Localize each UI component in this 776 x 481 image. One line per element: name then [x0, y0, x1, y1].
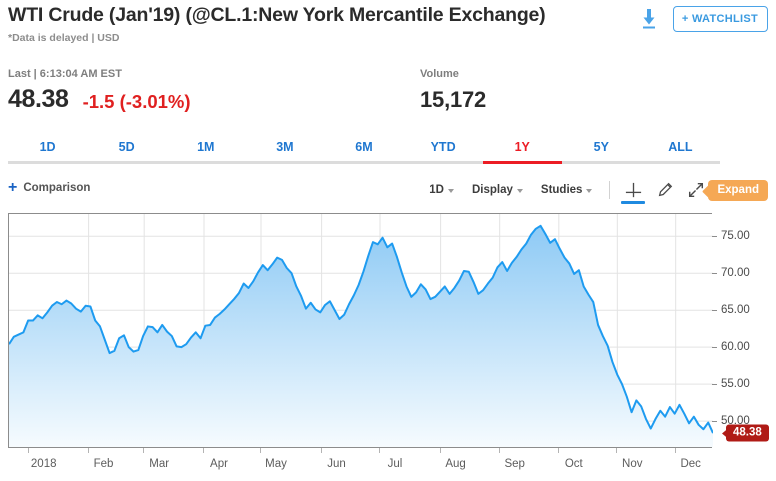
x-axis-tick-mark [557, 448, 559, 453]
toolbar-divider [609, 181, 611, 199]
range-tab-1m[interactable]: 1M [166, 140, 246, 164]
last-price-flag: 48.38 [722, 424, 769, 442]
add-to-watchlist-button[interactable]: + WATCHLIST [672, 6, 768, 32]
chevron-down-icon [516, 189, 523, 193]
y-axis-tick-label: 60.00 [712, 341, 750, 354]
chart-toolbar: + Comparison 1D Display Studies [8, 178, 768, 204]
crosshair-tool-button[interactable] [620, 178, 646, 204]
price-row: 48.38 -1.5 (-3.01%) [8, 87, 191, 112]
x-axis-tick-label: 2018 [30, 458, 57, 470]
x-axis-tick-label: May [265, 458, 287, 470]
expand-arrows-icon [689, 182, 704, 198]
interval-dropdown[interactable]: 1D [420, 181, 463, 199]
price-change: -1.5 (-3.01%) [82, 90, 191, 112]
y-axis-tick-label: 55.00 [712, 378, 750, 391]
y-axis-tick-label: 50.00 [712, 415, 750, 428]
y-axis-tick-label: 75.00 [712, 230, 750, 243]
x-axis-tick-mark [143, 448, 145, 453]
header-actions: + WATCHLIST [639, 6, 768, 32]
expand-tooltip: Expand [708, 179, 768, 201]
x-axis-tick-mark [498, 448, 500, 453]
range-tabs: 1D 5D 1M 3M 6M YTD 1Y 5Y ALL [8, 140, 720, 164]
display-label: Display [471, 184, 513, 196]
chevron-down-icon [447, 189, 454, 193]
volume-value: 15,172 [420, 87, 487, 112]
x-axis-tick-mark [260, 448, 262, 453]
add-comparison-button[interactable]: + Comparison [8, 180, 90, 196]
display-dropdown[interactable]: Display [463, 181, 532, 199]
x-axis-tick-label: Dec [680, 458, 701, 470]
last-trade-label: Last | 6:13:04 AM EST [8, 68, 122, 80]
download-icon[interactable] [639, 8, 659, 30]
pencil-icon [659, 182, 673, 197]
x-axis-tick-label: Jun [327, 458, 346, 470]
price-chart-svg [9, 214, 713, 447]
draw-tool-button[interactable] [652, 178, 678, 202]
x-axis-tick-label: Nov [622, 458, 643, 470]
last-price-block: Last | 6:13:04 AM EST 48.38 -1.5 (-3.01%… [8, 68, 191, 112]
x-axis-tick-mark [27, 448, 29, 453]
range-tab-ytd[interactable]: YTD [403, 140, 483, 164]
quote-header: WTI Crude (Jan'19) (@CL.1:New York Merca… [8, 4, 768, 44]
volume-label: Volume [420, 68, 459, 80]
comparison-label: Comparison [23, 182, 91, 194]
range-tab-6m[interactable]: 6M [324, 140, 404, 164]
x-axis-tick-label: Sep [504, 458, 525, 470]
x-axis-tick-mark [87, 448, 89, 453]
range-tab-1d[interactable]: 1D [8, 140, 88, 164]
x-axis-tick-mark [320, 448, 322, 453]
chart-x-axis: 2018 Feb Mar Apr May Jun Jul Aug Sep Oct Nov Dec [8, 448, 712, 478]
chart-y-axis: 75.00 70.00 65.00 60.00 55.00 50.00 48.38 [712, 213, 776, 448]
studies-dropdown[interactable]: Studies [532, 181, 602, 199]
price-area-fill [9, 225, 713, 447]
price-line [9, 224, 713, 434]
chevron-down-icon [586, 189, 593, 193]
range-tab-5y[interactable]: 5Y [561, 140, 641, 164]
x-axis-tick-label: Feb [93, 458, 114, 470]
x-axis-tick-mark [203, 448, 204, 453]
range-tab-all[interactable]: ALL [640, 140, 720, 164]
x-axis-tick-mark [674, 448, 676, 453]
x-axis-tick-label: Jul [387, 458, 403, 470]
crosshair-icon [625, 182, 642, 197]
volume-block: Volume 15,172 [420, 68, 486, 111]
expand-control[interactable]: Expand [687, 179, 768, 201]
x-axis-tick-mark [379, 448, 380, 453]
y-axis-tick-label: 65.00 [712, 304, 750, 317]
data-delay-note: *Data is delayed | USD [8, 32, 120, 44]
last-price: 48.38 [8, 85, 69, 113]
x-axis-tick-mark [616, 448, 618, 453]
x-axis-tick-mark [439, 448, 441, 453]
page-title: WTI Crude (Jan'19) (@CL.1:New York Merca… [8, 4, 546, 26]
studies-label: Studies [540, 184, 583, 196]
interval-label: 1D [429, 184, 444, 196]
price-chart[interactable] [8, 213, 713, 448]
range-tab-3m[interactable]: 3M [245, 140, 325, 164]
y-axis-tick-label: 70.00 [712, 267, 750, 280]
range-tab-5d[interactable]: 5D [87, 140, 167, 164]
plus-icon: + [8, 179, 18, 196]
x-axis-tick-label: Apr [210, 458, 228, 470]
x-axis-tick-label: Oct [564, 458, 583, 470]
chart-tools: 1D Display Studies [420, 178, 768, 204]
x-axis-tick-label: Aug [445, 458, 466, 470]
x-axis-tick-label: Mar [149, 458, 170, 470]
range-tab-1y[interactable]: 1Y [482, 140, 562, 164]
